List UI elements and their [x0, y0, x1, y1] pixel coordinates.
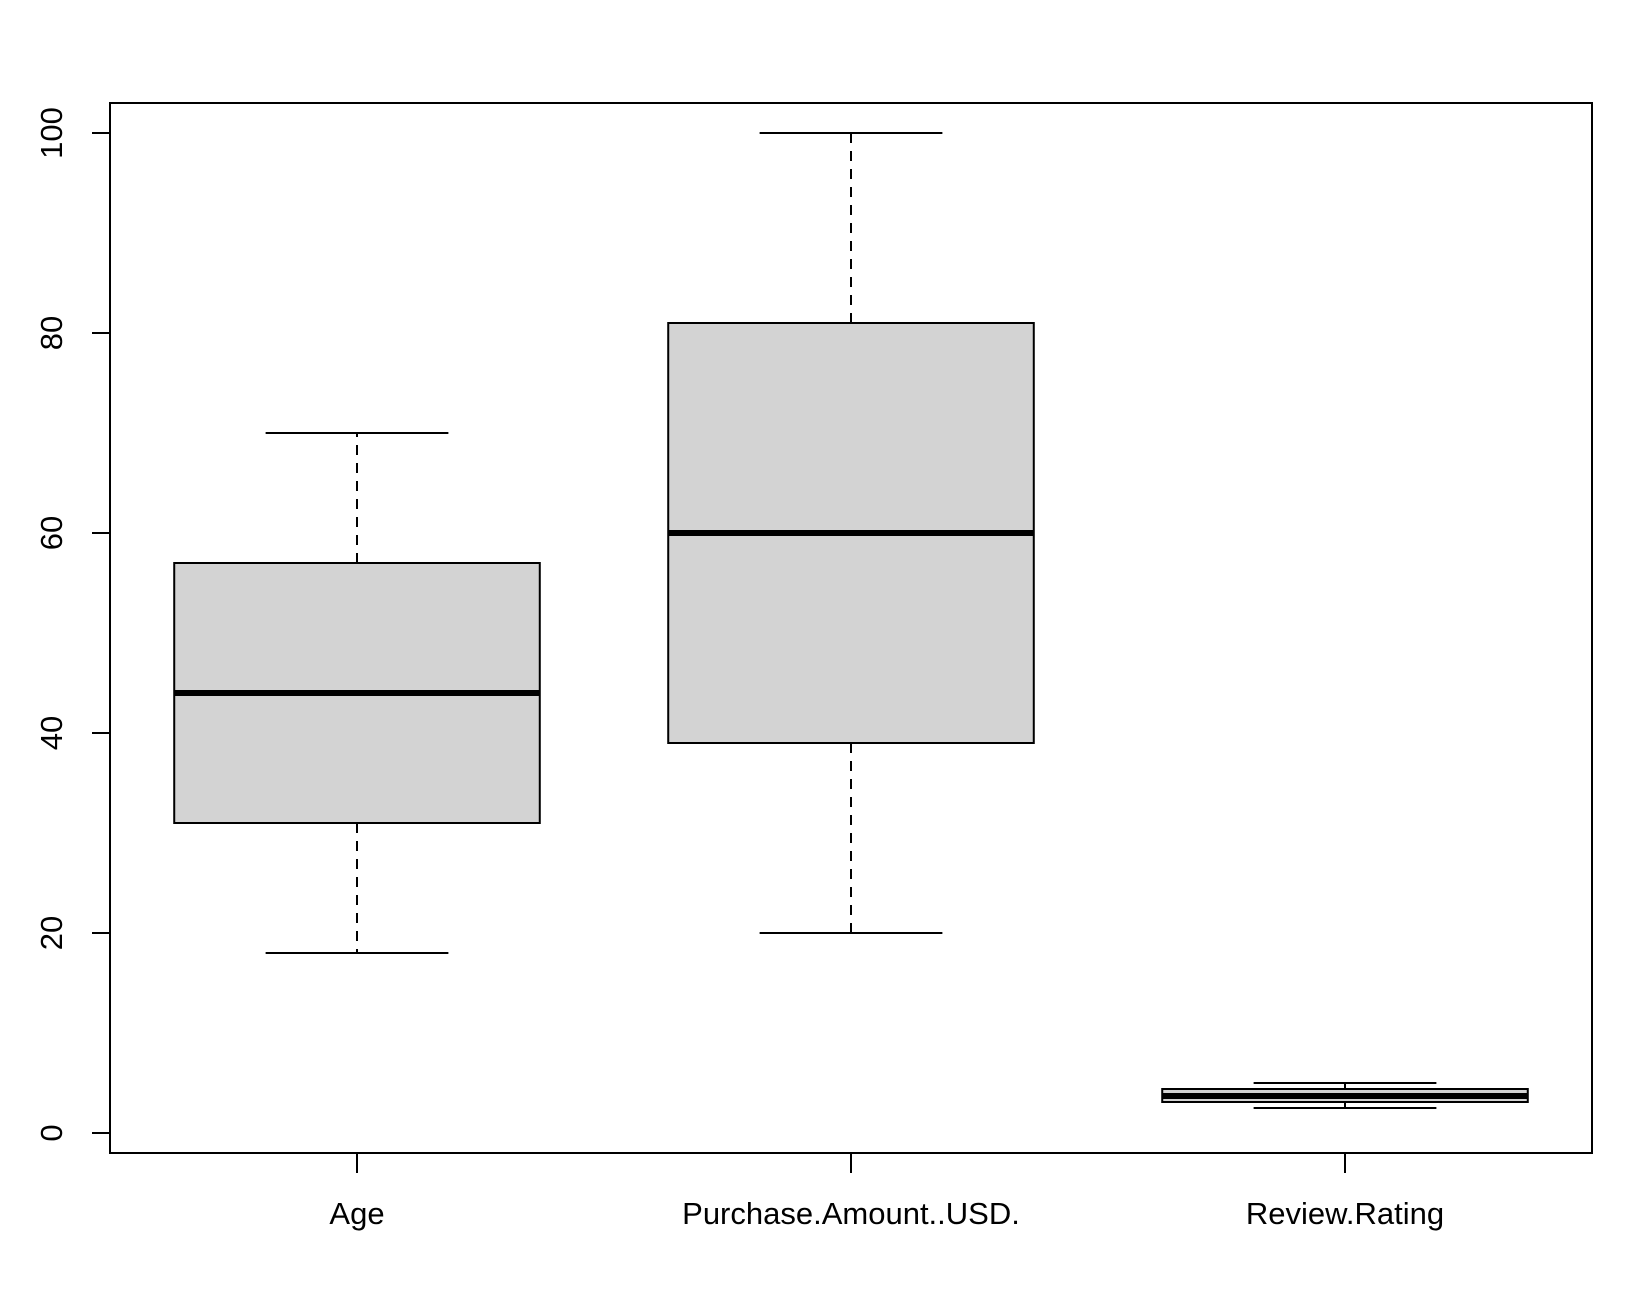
y-tick-label: 80	[34, 316, 69, 350]
box-group	[667, 132, 1035, 934]
box-group	[173, 432, 541, 954]
plot-frame	[109, 102, 1593, 1154]
x-axis: Age Purchase.Amount..USD. Review.Rating	[329, 1153, 1444, 1231]
y-tick-label: 40	[34, 716, 69, 750]
x-tick-label: Age	[329, 1196, 384, 1231]
box-group	[1161, 1082, 1529, 1109]
y-tick-label: 20	[34, 916, 69, 950]
x-tick-label: Review.Rating	[1246, 1196, 1444, 1231]
y-tick-label: 60	[34, 516, 69, 550]
x-tick-label: Purchase.Amount..USD.	[682, 1196, 1020, 1231]
y-tick-label: 0	[34, 1124, 69, 1141]
y-tick-label: 100	[34, 107, 69, 159]
chart-marks	[173, 132, 1529, 1109]
